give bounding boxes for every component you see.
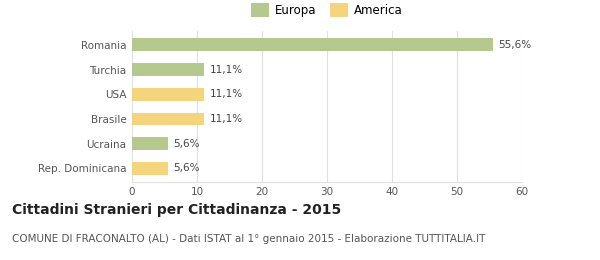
Text: 11,1%: 11,1% <box>209 114 242 124</box>
Legend: Europa, America: Europa, America <box>249 1 405 19</box>
Text: 5,6%: 5,6% <box>173 139 200 149</box>
Bar <box>132 113 204 125</box>
Text: 11,1%: 11,1% <box>209 89 242 99</box>
Text: Cittadini Stranieri per Cittadinanza - 2015: Cittadini Stranieri per Cittadinanza - 2… <box>12 203 341 217</box>
Bar <box>132 63 204 76</box>
Text: 5,6%: 5,6% <box>173 163 200 173</box>
Bar <box>132 137 169 150</box>
Text: 11,1%: 11,1% <box>209 64 242 75</box>
Bar <box>132 88 204 101</box>
Text: 55,6%: 55,6% <box>499 40 532 50</box>
Bar <box>132 38 493 51</box>
Text: COMUNE DI FRACONALTO (AL) - Dati ISTAT al 1° gennaio 2015 - Elaborazione TUTTITA: COMUNE DI FRACONALTO (AL) - Dati ISTAT a… <box>12 234 485 244</box>
Bar <box>132 162 169 175</box>
